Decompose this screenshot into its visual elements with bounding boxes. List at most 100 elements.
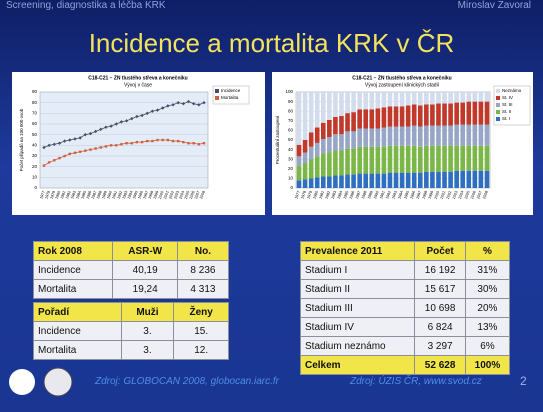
data-point — [124, 119, 129, 123]
bar-segment — [308, 146, 314, 160]
x-tick-label: 1981 — [60, 190, 67, 199]
data-point — [166, 138, 170, 142]
bar-segment — [333, 92, 338, 117]
bar-segment — [454, 102, 459, 125]
table-cell: Mortalita — [32, 279, 114, 299]
bar-segment — [327, 176, 332, 188]
bar-segment — [454, 145, 459, 171]
bar-segment — [369, 128, 375, 147]
bar-segment — [442, 92, 447, 104]
table-row: Prevalence 2011 Počet% — [299, 241, 511, 261]
x-tick-label: 1999 — [428, 190, 435, 199]
bar-segment — [411, 172, 417, 188]
data-point — [181, 102, 186, 106]
x-tick-label: 2005 — [184, 190, 191, 199]
table-cell: Celkem — [299, 355, 416, 375]
x-tick-label: 1993 — [391, 190, 398, 199]
bar-segment — [375, 128, 381, 147]
data-point — [140, 113, 144, 118]
data-point — [146, 139, 149, 143]
table-cell: 15 617 — [414, 279, 466, 299]
x-tick-label: 2007 — [194, 190, 201, 199]
header-right: Miroslav Zavoral — [457, 0, 531, 11]
bar-segment — [302, 152, 308, 164]
bar-segment — [357, 109, 362, 129]
x-tick-label: 1979 — [50, 190, 57, 199]
bar-segment — [460, 145, 466, 171]
bar-segment — [448, 171, 453, 188]
legend-label: St. IV — [502, 95, 513, 100]
data-point — [182, 140, 185, 144]
bar-segment — [430, 104, 435, 126]
bar-segment — [296, 180, 302, 188]
bar-segment — [484, 92, 490, 102]
bar-segment — [442, 125, 447, 146]
table-cell: 3. — [120, 321, 175, 341]
bar-segment — [393, 92, 399, 107]
y-tick-label: 90 — [288, 99, 294, 104]
bar-segment — [417, 172, 423, 188]
data-point — [94, 147, 97, 150]
y-tick-label: 10 — [32, 175, 38, 180]
bar-segment — [393, 106, 399, 127]
bar-segment — [484, 145, 490, 171]
x-tick-label: 2001 — [163, 190, 170, 199]
logo — [9, 369, 35, 395]
bar-segment — [399, 145, 405, 173]
x-tick-label: 2004 — [458, 190, 465, 199]
bar-segment — [351, 131, 356, 149]
x-tick-label: 1982 — [65, 190, 72, 199]
bar-segment — [466, 124, 472, 146]
bar-segment — [296, 165, 302, 181]
legend-swatch — [496, 89, 500, 93]
table-row: Incidence 40,19 8 236 — [32, 260, 230, 280]
bar-segment — [357, 146, 362, 174]
bar-segment — [430, 145, 435, 172]
bar-segment — [375, 173, 381, 188]
header-left: Screening, diagnostika a léčba KRK — [6, 0, 166, 11]
table-cell: % — [464, 241, 511, 261]
x-tick-label: 1983 — [70, 190, 77, 199]
bar-segment — [448, 145, 453, 172]
bar-segment — [345, 131, 350, 149]
bar-segment — [314, 177, 320, 188]
data-point — [109, 144, 113, 147]
bar-segment — [430, 92, 435, 105]
data-point — [202, 142, 206, 145]
bar-segment — [351, 112, 356, 132]
legend-swatch — [215, 96, 219, 100]
data-point — [171, 139, 175, 143]
x-tick-label: 1991 — [379, 190, 386, 199]
bar-segment — [345, 113, 350, 132]
data-point — [62, 139, 67, 143]
data-point — [186, 99, 191, 104]
bar-segment — [478, 145, 484, 171]
bar-segment — [369, 92, 375, 110]
x-tick-label: 1993 — [122, 190, 129, 199]
slide-title: Incidence a mortalita KRK v ČR — [88, 28, 455, 58]
bar-segment — [345, 148, 350, 175]
data-point — [104, 145, 108, 148]
table-cell: Stadium I — [299, 260, 416, 280]
bar-segment — [478, 170, 484, 188]
data-point — [171, 103, 175, 107]
data-point — [104, 125, 108, 129]
bar-segment — [387, 106, 393, 127]
table-row: Stadium III 10 698 20% — [299, 298, 511, 318]
bar-segment — [339, 92, 344, 116]
bar-segment — [478, 92, 484, 102]
bar-segment — [424, 171, 429, 188]
bar-segment — [369, 173, 375, 188]
bar-segment — [314, 92, 320, 128]
legend-label: Incidence — [221, 88, 241, 93]
bar-segment — [327, 92, 332, 120]
bar-segment — [442, 103, 447, 126]
bar-segment — [296, 156, 302, 166]
data-point — [78, 150, 82, 153]
bar-segment — [466, 145, 472, 171]
bar-segment — [448, 125, 453, 146]
x-tick-label: 2008 — [482, 190, 489, 199]
table-cell: 6 824 — [414, 317, 466, 337]
chart-title: C18-C21 – ZN tlustého střeva a konečníku — [88, 75, 187, 81]
data-point — [53, 159, 56, 162]
